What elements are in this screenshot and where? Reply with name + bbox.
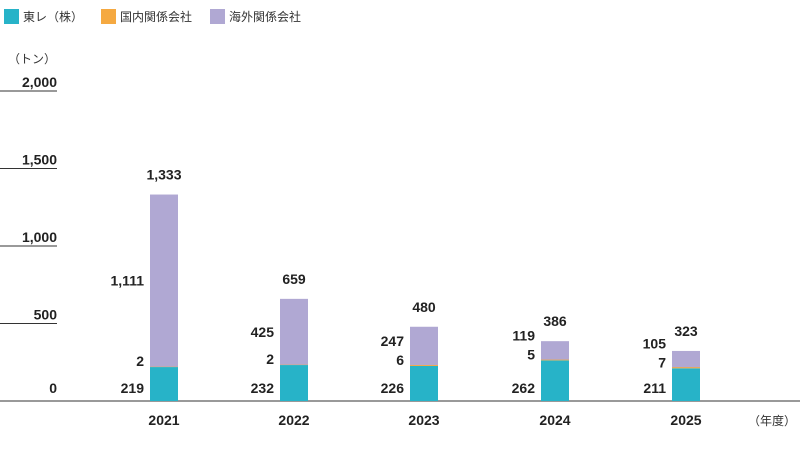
bar-2022-series-2 [280,298,308,365]
legend-swatch-domestic [101,9,117,24]
bar-2024-series-0 [541,360,569,401]
legend-item-domestic: 国内関係会社 [101,8,192,25]
legend-item-overseas: 海外関係会社 [210,8,301,25]
data-label-2024-series-2: 119 [512,327,535,343]
y-tick-label-2: 1,000 [22,229,57,245]
data-label-2025-series-2: 105 [643,335,667,351]
bar-2022-series-0 [280,365,308,401]
data-label-2021-series-1: 2 [136,353,144,369]
total-label-2024: 386 [543,313,567,329]
x-tick-label-2023: 2023 [408,412,439,428]
data-label-2023-series-0: 226 [381,380,405,396]
legend-item-toray: 東レ（株） [4,8,83,25]
legend: 東レ（株） 国内関係会社 海外関係会社 [4,8,301,25]
total-label-2023: 480 [412,299,436,315]
legend-label-overseas: 海外関係会社 [229,10,302,24]
y-axis-unit-label: （トン） [8,52,57,66]
y-tick-label-4: 2,000 [22,74,57,90]
x-tick-label-2025: 2025 [670,412,701,428]
bar-2025-series-0 [672,368,700,401]
data-label-2025-series-0: 211 [643,380,666,396]
data-label-2022-series-0: 232 [251,380,275,396]
data-label-2024-series-0: 262 [512,380,536,396]
bar-2024-series-2 [541,341,569,360]
total-label-2021: 1,333 [146,167,181,183]
data-label-2023-series-1: 6 [396,352,404,368]
y-tick-label-0: 0 [49,380,57,396]
x-tick-label-2021: 2021 [148,412,179,428]
x-tick-label-2024: 2024 [539,412,570,428]
data-label-2024-series-1: 5 [527,346,535,362]
x-tick-label-2022: 2022 [278,412,309,428]
bar-2025-series-2 [672,350,700,368]
data-label-2025-series-1: 7 [658,354,666,370]
data-label-2022-series-2: 425 [251,324,275,340]
x-axis-unit-label: （年度） [748,414,797,428]
bar-2021-series-0 [150,367,178,401]
legend-swatch-toray [4,9,19,24]
total-label-2022: 659 [282,271,306,287]
bar-2021-series-2 [150,194,178,367]
y-tick-label-3: 1,500 [22,152,57,168]
data-label-2021-series-0: 219 [121,380,145,396]
data-label-2022-series-1: 2 [266,351,274,367]
legend-label-toray: 東レ（株） [23,10,84,24]
bar-2023-series-0 [410,365,438,401]
bar-2023-series-2 [410,326,438,366]
y-tick-label-1: 500 [34,307,58,323]
legend-label-domestic: 国内関係会社 [120,10,193,24]
legend-swatch-overseas [210,9,226,24]
data-label-2023-series-2: 247 [381,333,405,349]
total-label-2025: 323 [674,323,698,339]
data-label-2021-series-2: 1,111 [111,273,145,289]
